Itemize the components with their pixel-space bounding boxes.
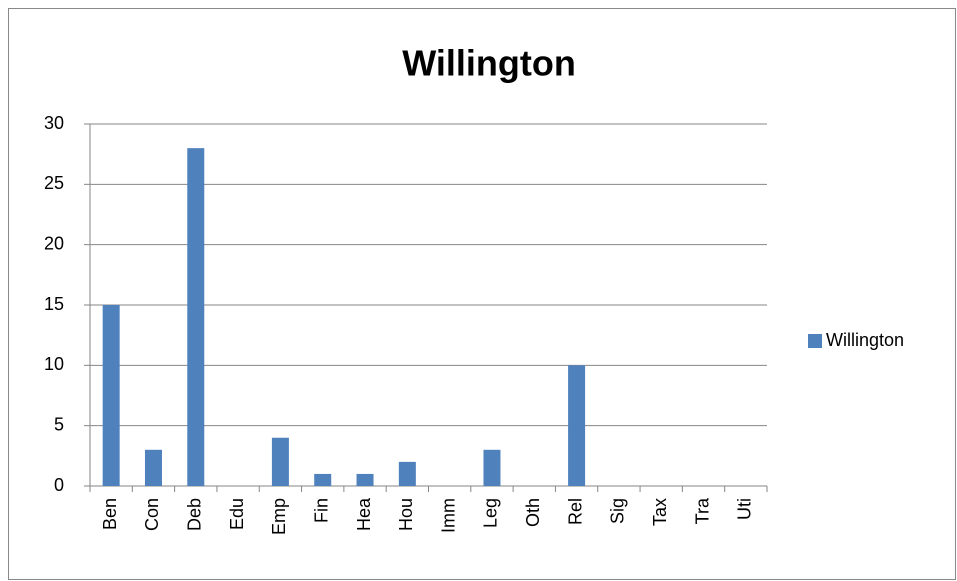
x-tick-label: Rel bbox=[565, 498, 585, 525]
x-tick-label: Tra bbox=[692, 497, 712, 524]
bar bbox=[568, 365, 586, 486]
chart-title: Willington bbox=[402, 43, 576, 84]
bar bbox=[314, 473, 332, 486]
chart-border bbox=[8, 8, 956, 580]
y-tick-label: 20 bbox=[44, 233, 64, 253]
x-tick-label: Uti bbox=[735, 498, 755, 520]
x-tick-label: Emp bbox=[269, 498, 289, 535]
bar bbox=[102, 305, 120, 486]
x-tick-label: Tax bbox=[650, 498, 670, 526]
x-tick-label: Oth bbox=[523, 498, 543, 527]
y-tick-label: 5 bbox=[54, 414, 64, 434]
legend-label: Willington bbox=[826, 330, 904, 350]
y-tick-label: 30 bbox=[44, 113, 64, 133]
x-tick-label: Leg bbox=[481, 498, 501, 528]
y-tick-label: 25 bbox=[44, 173, 64, 193]
bar bbox=[398, 461, 416, 486]
x-tick-label: Hou bbox=[396, 498, 416, 531]
x-tick-label: Imm bbox=[438, 498, 458, 533]
y-tick-label: 0 bbox=[54, 475, 64, 495]
bar bbox=[187, 148, 205, 486]
bar bbox=[144, 449, 162, 486]
x-tick-label: Edu bbox=[227, 498, 247, 530]
x-tick-label: Sig bbox=[608, 498, 628, 524]
legend-swatch bbox=[808, 334, 822, 348]
x-tick-label: Hea bbox=[354, 497, 374, 531]
x-tick-label: Con bbox=[142, 498, 162, 531]
bar bbox=[483, 449, 501, 486]
bar bbox=[271, 437, 289, 486]
x-tick-label: Deb bbox=[185, 498, 205, 531]
x-tick-label: Ben bbox=[100, 498, 120, 530]
x-tick-label: Fin bbox=[311, 498, 331, 523]
bar bbox=[356, 473, 374, 486]
y-tick-label: 10 bbox=[44, 354, 64, 374]
y-tick-label: 15 bbox=[44, 294, 64, 314]
